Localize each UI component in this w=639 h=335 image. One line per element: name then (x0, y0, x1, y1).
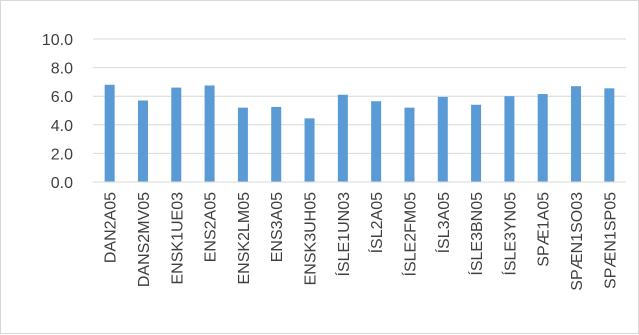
bar (437, 96, 448, 182)
x-tick-label: ÍSL2A05 (367, 192, 386, 253)
x-tick-label: ÍSLE2FM05 (400, 192, 419, 277)
x-tick-label: ENSK1UE03 (169, 192, 186, 285)
bar (304, 118, 315, 182)
bar (504, 96, 515, 182)
y-axis-ticks: 0.0 2.0 4.0 6.0 8.0 10.0 (42, 32, 73, 192)
y-tick-label: 2.0 (51, 146, 73, 163)
bar (371, 101, 382, 182)
bar (237, 107, 248, 182)
bars (104, 84, 615, 182)
bar (337, 94, 348, 182)
x-tick-label: ENS3A05 (269, 192, 286, 262)
x-tick-label: ÍSLE3YN05 (500, 192, 519, 276)
x-tick-label: SPÆN1SP05 (602, 192, 619, 289)
bar (471, 104, 482, 182)
x-tick-label: DAN2A05 (103, 192, 120, 263)
x-tick-label: ENSK2LM05 (236, 192, 253, 285)
x-tick-label: SPÆ1A05 (536, 192, 553, 267)
y-tick-label: 8.0 (51, 61, 73, 78)
gridlines (93, 38, 626, 154)
y-tick-label: 10.0 (42, 32, 73, 49)
y-tick-label: 6.0 (51, 89, 73, 106)
bar (171, 87, 182, 182)
x-tick-label: ÍSLE3BN05 (467, 192, 486, 276)
x-tick-label: ENSK3UH05 (303, 192, 320, 285)
bar (537, 94, 548, 182)
y-tick-label: 0.0 (51, 175, 73, 192)
bar (404, 107, 415, 182)
x-tick-label: SPÆN1SO03 (569, 192, 586, 291)
bar (137, 100, 148, 182)
bar (271, 106, 282, 182)
bar (104, 84, 115, 182)
bar (604, 88, 615, 182)
bar (571, 86, 582, 182)
x-tick-label: DANS2MV05 (136, 192, 153, 287)
x-tick-label: ENS2A05 (203, 192, 220, 262)
y-tick-label: 4.0 (51, 118, 73, 135)
bar (204, 85, 215, 182)
x-tick-label: ÍSLE1UN03 (334, 192, 353, 277)
x-axis-ticks: DAN2A05 DANS2MV05 ENSK1UE03 ENS2A05 ENSK2LM0… (103, 192, 620, 291)
x-tick-label: ÍSL3A05 (434, 192, 453, 253)
